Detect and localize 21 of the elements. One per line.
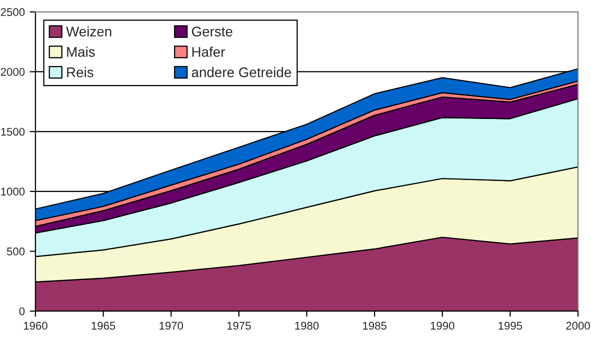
legend-label: Reis	[67, 67, 94, 78]
x-tick-label: 1975	[227, 322, 251, 330]
legend-label: Hafer	[192, 46, 225, 57]
x-tick-label: 1960	[24, 322, 48, 330]
y-tick-label: 2500	[0, 8, 25, 16]
y-tick-label: 0	[19, 307, 25, 316]
x-tick-label: 2000	[566, 322, 590, 330]
x-tick-label: 1990	[430, 322, 454, 330]
y-tick-label: 1500	[1, 128, 25, 136]
y-tick-label: 2000	[0, 68, 25, 76]
x-tick-label: 1970	[160, 322, 184, 330]
legend-label: Weizen	[66, 26, 112, 36]
x-tick-label: 1995	[498, 322, 522, 330]
y-tick-label: 500	[6, 248, 25, 256]
legend-label: andere Getreide	[192, 67, 292, 78]
y-tick-label: 1000	[1, 188, 25, 196]
x-tick-label: 1980	[295, 322, 319, 330]
legend-label: Mais	[67, 46, 95, 57]
legend-label: Gerste	[192, 26, 232, 36]
x-tick-label: 1985	[363, 322, 386, 330]
x-tick-label: 1965	[92, 322, 116, 330]
